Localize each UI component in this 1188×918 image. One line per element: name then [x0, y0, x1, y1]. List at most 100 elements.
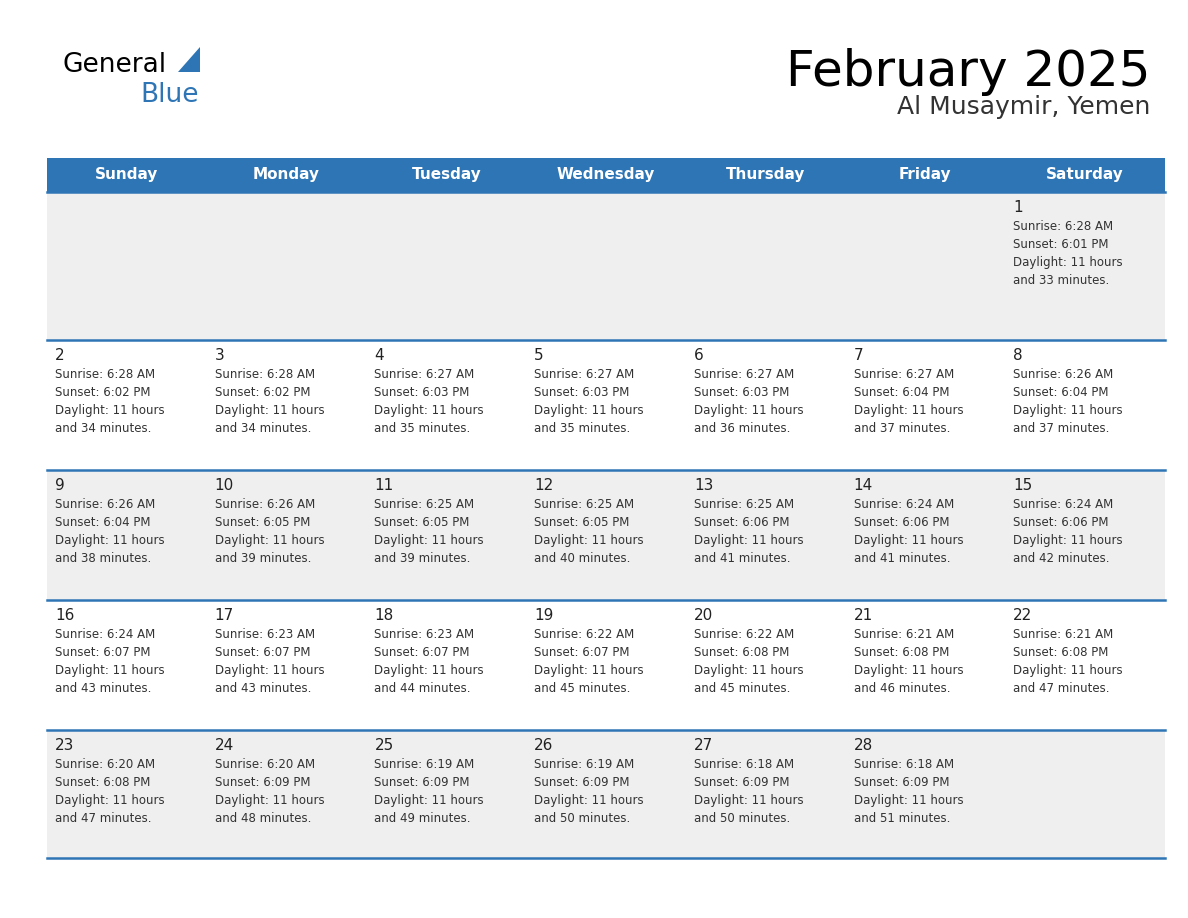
Text: Sunrise: 6:25 AM: Sunrise: 6:25 AM [374, 498, 474, 511]
Text: and 34 minutes.: and 34 minutes. [215, 422, 311, 435]
Text: 16: 16 [55, 608, 75, 623]
Text: 23: 23 [55, 738, 75, 753]
Text: Daylight: 11 hours: Daylight: 11 hours [55, 404, 165, 417]
Text: 11: 11 [374, 478, 393, 493]
Text: Daylight: 11 hours: Daylight: 11 hours [535, 404, 644, 417]
Text: Sunrise: 6:27 AM: Sunrise: 6:27 AM [374, 368, 475, 381]
Text: Sunset: 6:09 PM: Sunset: 6:09 PM [853, 776, 949, 789]
Text: Sunrise: 6:18 AM: Sunrise: 6:18 AM [853, 758, 954, 771]
Text: 13: 13 [694, 478, 713, 493]
Text: Sunrise: 6:25 AM: Sunrise: 6:25 AM [535, 498, 634, 511]
Text: Daylight: 11 hours: Daylight: 11 hours [694, 664, 803, 677]
Text: and 37 minutes.: and 37 minutes. [853, 422, 950, 435]
Text: Sunrise: 6:19 AM: Sunrise: 6:19 AM [374, 758, 475, 771]
Text: Sunrise: 6:23 AM: Sunrise: 6:23 AM [215, 628, 315, 641]
Text: 17: 17 [215, 608, 234, 623]
Text: February 2025: February 2025 [785, 48, 1150, 96]
Text: Daylight: 11 hours: Daylight: 11 hours [374, 404, 484, 417]
Text: Thursday: Thursday [726, 167, 805, 183]
Text: and 38 minutes.: and 38 minutes. [55, 552, 151, 565]
Bar [48, 730, 1165, 858]
Text: 4: 4 [374, 348, 384, 363]
Text: Sunrise: 6:20 AM: Sunrise: 6:20 AM [55, 758, 156, 771]
Text: Sunset: 6:04 PM: Sunset: 6:04 PM [1013, 386, 1108, 399]
Text: Daylight: 11 hours: Daylight: 11 hours [853, 664, 963, 677]
Text: Sunrise: 6:27 AM: Sunrise: 6:27 AM [853, 368, 954, 381]
Text: Daylight: 11 hours: Daylight: 11 hours [55, 534, 165, 547]
Text: 28: 28 [853, 738, 873, 753]
Text: Sunset: 6:03 PM: Sunset: 6:03 PM [535, 386, 630, 399]
Text: 3: 3 [215, 348, 225, 363]
Text: Sunrise: 6:26 AM: Sunrise: 6:26 AM [55, 498, 156, 511]
Text: Sunset: 6:04 PM: Sunset: 6:04 PM [853, 386, 949, 399]
Text: Sunset: 6:05 PM: Sunset: 6:05 PM [215, 516, 310, 529]
Text: Sunset: 6:03 PM: Sunset: 6:03 PM [374, 386, 469, 399]
Text: Sunset: 6:07 PM: Sunset: 6:07 PM [374, 646, 470, 659]
Text: Daylight: 11 hours: Daylight: 11 hours [1013, 664, 1123, 677]
Text: and 40 minutes.: and 40 minutes. [535, 552, 631, 565]
Text: Sunrise: 6:25 AM: Sunrise: 6:25 AM [694, 498, 794, 511]
Text: and 34 minutes.: and 34 minutes. [55, 422, 151, 435]
Text: Daylight: 11 hours: Daylight: 11 hours [853, 534, 963, 547]
Text: Daylight: 11 hours: Daylight: 11 hours [1013, 256, 1123, 269]
Text: Sunset: 6:05 PM: Sunset: 6:05 PM [535, 516, 630, 529]
Text: 2: 2 [55, 348, 64, 363]
Text: and 50 minutes.: and 50 minutes. [694, 812, 790, 825]
Bar [48, 600, 1165, 730]
Text: 12: 12 [535, 478, 554, 493]
Text: Daylight: 11 hours: Daylight: 11 hours [1013, 404, 1123, 417]
Text: 26: 26 [535, 738, 554, 753]
Text: Friday: Friday [899, 167, 952, 183]
Text: and 50 minutes.: and 50 minutes. [535, 812, 631, 825]
Text: Daylight: 11 hours: Daylight: 11 hours [694, 404, 803, 417]
Polygon shape [178, 47, 200, 72]
Text: and 48 minutes.: and 48 minutes. [215, 812, 311, 825]
Text: 20: 20 [694, 608, 713, 623]
Text: Sunset: 6:07 PM: Sunset: 6:07 PM [55, 646, 151, 659]
Text: Sunset: 6:08 PM: Sunset: 6:08 PM [694, 646, 789, 659]
Text: and 51 minutes.: and 51 minutes. [853, 812, 950, 825]
Text: 1: 1 [1013, 200, 1023, 215]
Text: 22: 22 [1013, 608, 1032, 623]
Text: 21: 21 [853, 608, 873, 623]
Text: 9: 9 [55, 478, 65, 493]
Text: Sunset: 6:03 PM: Sunset: 6:03 PM [694, 386, 789, 399]
Text: Sunset: 6:01 PM: Sunset: 6:01 PM [1013, 238, 1108, 251]
Text: 10: 10 [215, 478, 234, 493]
Text: Sunrise: 6:22 AM: Sunrise: 6:22 AM [535, 628, 634, 641]
Text: Daylight: 11 hours: Daylight: 11 hours [215, 404, 324, 417]
Text: Sunset: 6:09 PM: Sunset: 6:09 PM [215, 776, 310, 789]
Text: Sunset: 6:07 PM: Sunset: 6:07 PM [535, 646, 630, 659]
Text: Sunrise: 6:24 AM: Sunrise: 6:24 AM [853, 498, 954, 511]
Text: and 42 minutes.: and 42 minutes. [1013, 552, 1110, 565]
Bar [48, 192, 1165, 340]
Text: Sunset: 6:07 PM: Sunset: 6:07 PM [215, 646, 310, 659]
Text: and 45 minutes.: and 45 minutes. [694, 682, 790, 695]
Text: Sunrise: 6:24 AM: Sunrise: 6:24 AM [1013, 498, 1113, 511]
Text: Sunset: 6:09 PM: Sunset: 6:09 PM [374, 776, 470, 789]
Text: Sunset: 6:02 PM: Sunset: 6:02 PM [55, 386, 151, 399]
Text: 25: 25 [374, 738, 393, 753]
Text: 19: 19 [535, 608, 554, 623]
Text: Al Musaymir, Yemen: Al Musaymir, Yemen [897, 95, 1150, 119]
Text: Sunset: 6:06 PM: Sunset: 6:06 PM [694, 516, 789, 529]
Bar [48, 158, 1165, 192]
Text: Sunday: Sunday [95, 167, 158, 183]
Text: and 36 minutes.: and 36 minutes. [694, 422, 790, 435]
Text: Sunrise: 6:28 AM: Sunrise: 6:28 AM [55, 368, 156, 381]
Text: Sunset: 6:08 PM: Sunset: 6:08 PM [853, 646, 949, 659]
Text: Daylight: 11 hours: Daylight: 11 hours [694, 534, 803, 547]
Bar [48, 470, 1165, 600]
Text: Sunset: 6:06 PM: Sunset: 6:06 PM [1013, 516, 1108, 529]
Text: Sunrise: 6:28 AM: Sunrise: 6:28 AM [215, 368, 315, 381]
Text: Sunrise: 6:18 AM: Sunrise: 6:18 AM [694, 758, 794, 771]
Text: Sunset: 6:04 PM: Sunset: 6:04 PM [55, 516, 151, 529]
Text: and 37 minutes.: and 37 minutes. [1013, 422, 1110, 435]
Text: Daylight: 11 hours: Daylight: 11 hours [535, 794, 644, 807]
Text: and 45 minutes.: and 45 minutes. [535, 682, 631, 695]
Text: Blue: Blue [140, 82, 198, 108]
Text: 7: 7 [853, 348, 864, 363]
Text: Daylight: 11 hours: Daylight: 11 hours [215, 534, 324, 547]
Text: Sunrise: 6:20 AM: Sunrise: 6:20 AM [215, 758, 315, 771]
Text: Daylight: 11 hours: Daylight: 11 hours [853, 794, 963, 807]
